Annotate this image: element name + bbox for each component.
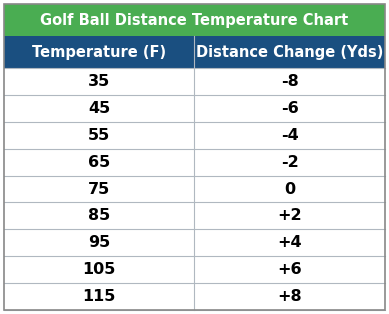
Text: Temperature (F): Temperature (F): [32, 45, 166, 59]
Text: 55: 55: [88, 128, 110, 143]
Text: +6: +6: [277, 262, 302, 277]
Text: 115: 115: [82, 289, 116, 304]
Text: +8: +8: [277, 289, 302, 304]
Bar: [4, 256, 385, 283]
Text: +2: +2: [277, 208, 302, 223]
Text: 75: 75: [88, 181, 110, 197]
Text: -4: -4: [281, 128, 299, 143]
Text: 65: 65: [88, 154, 110, 170]
Text: -6: -6: [281, 101, 299, 116]
Bar: [4, 176, 385, 203]
Bar: [4, 36, 385, 68]
Bar: [4, 203, 385, 229]
Text: 85: 85: [88, 208, 110, 223]
Text: 0: 0: [284, 181, 295, 197]
Text: 95: 95: [88, 235, 110, 250]
Bar: [4, 283, 385, 310]
Text: Distance Change (Yds): Distance Change (Yds): [196, 45, 384, 59]
Bar: [4, 229, 385, 256]
Text: 45: 45: [88, 101, 110, 116]
Text: 105: 105: [82, 262, 116, 277]
Text: 35: 35: [88, 74, 110, 89]
Bar: [4, 68, 385, 95]
Bar: [4, 122, 385, 149]
Bar: [4, 4, 385, 36]
Text: +4: +4: [277, 235, 302, 250]
Bar: [4, 95, 385, 122]
Text: -2: -2: [281, 154, 299, 170]
Text: Golf Ball Distance Temperature Chart: Golf Ball Distance Temperature Chart: [40, 13, 349, 28]
Bar: [4, 149, 385, 176]
Text: -8: -8: [281, 74, 299, 89]
